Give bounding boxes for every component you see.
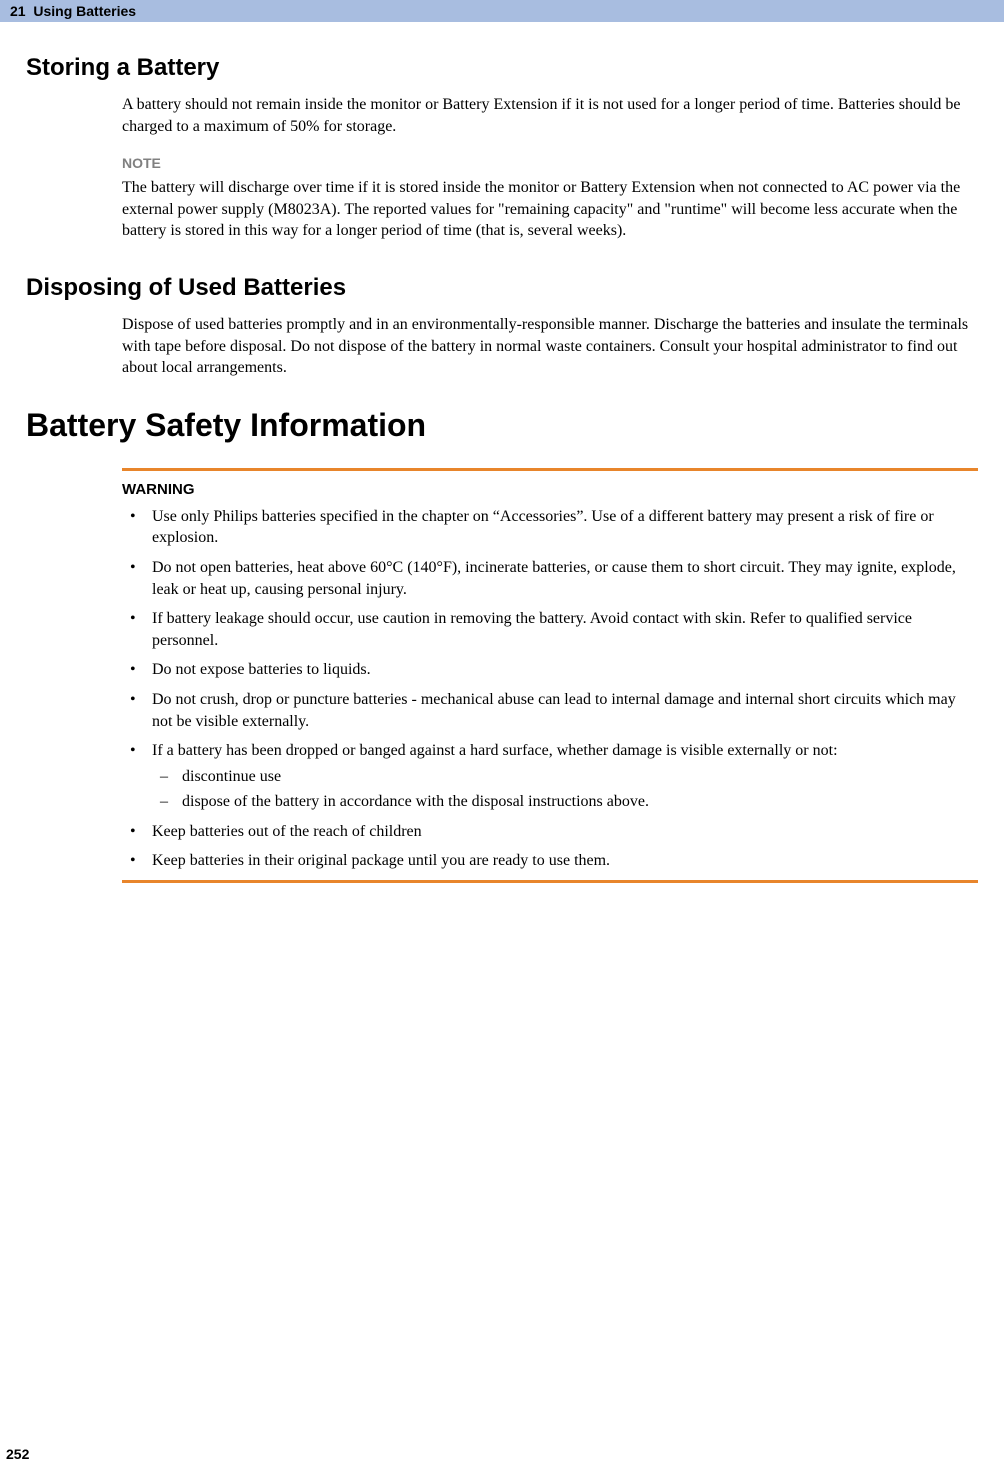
page-content: Storing a Battery A battery should not r… [0, 54, 1004, 883]
storing-body: A battery should not remain inside the m… [122, 94, 978, 242]
safety-body: WARNING Use only Philips batteries speci… [122, 468, 978, 883]
chapter-title: Using Batteries [33, 3, 136, 19]
warning-rule-top [122, 468, 978, 471]
disposing-body: Dispose of used batteries promptly and i… [122, 314, 978, 379]
disposing-para: Dispose of used batteries promptly and i… [122, 314, 978, 379]
chapter-title-sep [26, 3, 34, 19]
page-number: 252 [6, 1446, 29, 1462]
warning-bullet: Do not expose batteries to liquids. [122, 659, 978, 681]
warning-bullet: Keep batteries in their original package… [122, 850, 978, 872]
note-text: The battery will discharge over time if … [122, 177, 978, 242]
section-heading-safety: Battery Safety Information [0, 407, 978, 444]
warning-label: WARNING [122, 481, 978, 498]
chapter-header-bar: 21 Using Batteries [0, 0, 1004, 22]
warning-sub-item: discontinue use [152, 766, 978, 788]
note-label: NOTE [122, 155, 978, 171]
warning-bullet: If battery leakage should occur, use cau… [122, 608, 978, 651]
warning-bullet: Do not crush, drop or puncture batteries… [122, 689, 978, 732]
warning-bullet: Use only Philips batteries specified in … [122, 506, 978, 549]
storing-para: A battery should not remain inside the m… [122, 94, 978, 137]
warning-bullet: Keep batteries out of the reach of child… [122, 821, 978, 843]
section-heading-storing: Storing a Battery [0, 54, 978, 82]
warning-rule-bottom [122, 880, 978, 883]
warning-sub-item: dispose of the battery in accordance wit… [152, 791, 978, 813]
warning-bullet: If a battery has been dropped or banged … [122, 740, 978, 813]
warning-sub-list: discontinue use dispose of the battery i… [152, 766, 978, 813]
chapter-number: 21 [10, 3, 26, 19]
warning-bullet: Do not open batteries, heat above 60°C (… [122, 557, 978, 600]
warning-bullet-list: Use only Philips batteries specified in … [122, 506, 978, 872]
warning-bullet-text: If a battery has been dropped or banged … [152, 742, 838, 759]
section-heading-disposing: Disposing of Used Batteries [0, 274, 978, 302]
